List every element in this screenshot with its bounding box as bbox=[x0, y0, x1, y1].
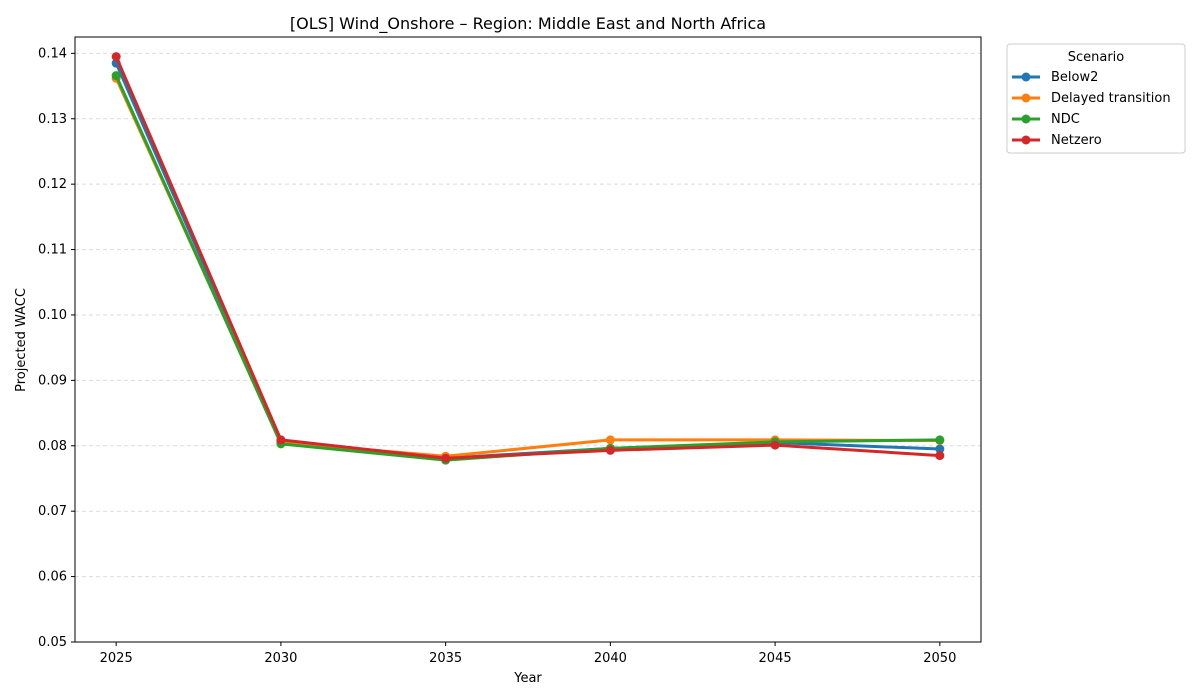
legend-swatch-marker bbox=[1021, 114, 1031, 124]
legend-swatch-marker bbox=[1021, 93, 1031, 103]
plot-frame bbox=[74, 36, 982, 643]
y-tick-label: 0.11 bbox=[38, 243, 67, 258]
y-tick-label: 0.13 bbox=[38, 112, 67, 127]
series-line bbox=[114, 76, 942, 458]
legend-item: Netzero bbox=[1012, 133, 1102, 148]
series-netzero bbox=[111, 52, 945, 463]
y-tick-label: 0.10 bbox=[38, 308, 67, 323]
series-layer bbox=[111, 52, 945, 465]
y-tick-label: 0.05 bbox=[38, 635, 67, 650]
y-axis-label: Projected WACC bbox=[14, 288, 29, 392]
legend-swatch-marker bbox=[1021, 72, 1031, 82]
data-point bbox=[935, 451, 945, 461]
x-tick-label: 2035 bbox=[429, 651, 462, 666]
data-point bbox=[276, 435, 286, 445]
legend-label: Below2 bbox=[1051, 70, 1098, 85]
y-tick-label: 0.06 bbox=[38, 570, 67, 585]
series-line bbox=[114, 55, 942, 460]
x-axis-label: Year bbox=[513, 671, 542, 686]
x-tick-label: 2030 bbox=[264, 651, 297, 666]
data-point bbox=[605, 435, 615, 445]
legend-item: Below2 bbox=[1012, 70, 1098, 85]
series-ndc bbox=[111, 71, 945, 465]
x-tick-label: 2045 bbox=[759, 651, 792, 666]
series-line bbox=[114, 74, 942, 462]
series-line bbox=[114, 61, 942, 460]
y-axis-ticks: 0.05 0.06 0.07 0.08 0.09 0.10 0.11 0.12 0.13 0.14 bbox=[38, 46, 75, 650]
data-point bbox=[605, 445, 615, 455]
data-point bbox=[441, 453, 451, 463]
legend-items: Below2 Delayed transition NDC Netzero bbox=[1012, 70, 1171, 148]
y-tick-label: 0.14 bbox=[38, 46, 67, 61]
series-delayed-transition bbox=[111, 73, 945, 461]
legend-label: Netzero bbox=[1051, 133, 1102, 148]
data-point bbox=[770, 440, 780, 450]
data-point bbox=[111, 71, 121, 81]
data-point bbox=[935, 435, 945, 445]
legend-item: NDC bbox=[1012, 112, 1080, 127]
legend: Scenario Below2 Delayed transition NDC Netz… bbox=[1006, 43, 1186, 154]
legend-box bbox=[1006, 43, 1186, 154]
y-tick-label: 0.08 bbox=[38, 439, 67, 454]
data-point bbox=[935, 444, 945, 454]
legend-label: Delayed transition bbox=[1051, 91, 1171, 106]
data-point bbox=[111, 52, 121, 62]
y-tick-label: 0.07 bbox=[38, 504, 67, 519]
x-tick-label: 2050 bbox=[923, 651, 956, 666]
x-axis-ticks: 2025 2030 2035 2040 2045 2050 bbox=[100, 642, 956, 666]
legend-item: Delayed transition bbox=[1012, 91, 1171, 106]
x-tick-label: 2025 bbox=[100, 651, 133, 666]
chart-title: [OLS] Wind_Onshore – Region: Middle East… bbox=[290, 14, 766, 34]
series-below2 bbox=[111, 58, 945, 463]
legend-title: Scenario bbox=[1068, 50, 1125, 65]
x-tick-label: 2040 bbox=[594, 651, 627, 666]
legend-label: NDC bbox=[1051, 112, 1080, 127]
gridlines bbox=[75, 52, 981, 578]
legend-swatch-marker bbox=[1021, 135, 1031, 145]
y-tick-label: 0.12 bbox=[38, 177, 67, 192]
y-tick-label: 0.09 bbox=[38, 373, 67, 388]
